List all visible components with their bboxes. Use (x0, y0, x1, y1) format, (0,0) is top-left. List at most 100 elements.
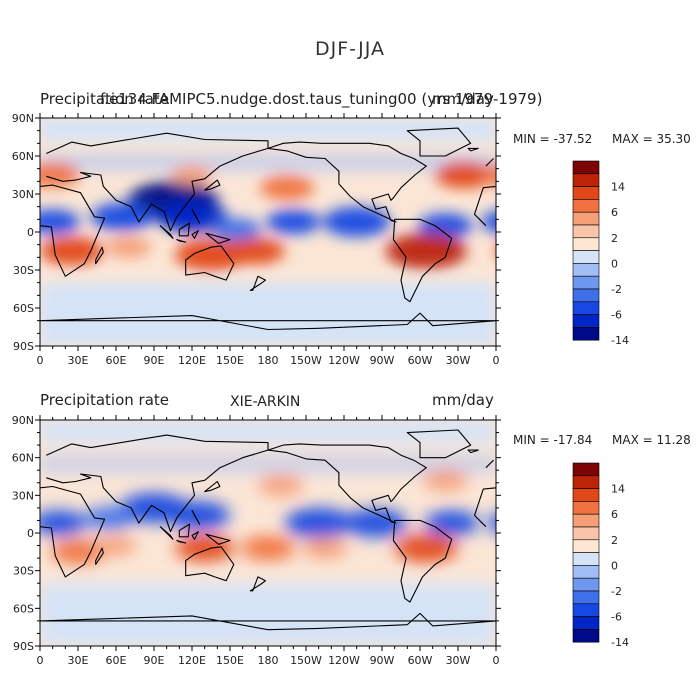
top-colorbar-swatch-10 (572, 288, 600, 303)
figure-title: DJF-JJA (315, 38, 385, 60)
bottom-xtick-label-10: 60W (408, 654, 433, 667)
bottom-anomaly-7 (50, 539, 106, 565)
top-xtick-label-1: 30E (68, 354, 89, 367)
bottom-anomaly-6 (424, 510, 479, 536)
top-colorbar: 14 6 2 0 -2 -6 -14 (572, 160, 629, 347)
top-land-outline-1-1 (46, 132, 269, 232)
bottom-land-outline-4 (392, 519, 453, 603)
top-anomaly-5 (266, 209, 321, 235)
top-island-outline-10 (467, 147, 479, 152)
top-colorbar-swatch-12 (572, 314, 600, 328)
bottom-anomaly-14 (95, 535, 137, 556)
top-land-outline-6 (40, 312, 496, 331)
top-xtick-label-11: 30W (446, 354, 471, 367)
top-anomaly-4 (322, 206, 391, 237)
top-colorbar-swatch-6 (572, 237, 600, 251)
bottom-colorbar-swatch-3 (572, 501, 600, 515)
bottom-island-outline-7 (249, 576, 267, 592)
bottom-colorbar-label-2: 2 (611, 534, 618, 547)
top-xtick-label-2: 60E (106, 354, 127, 367)
bottom-colorbar-swatch-5 (572, 526, 600, 541)
top-anomaly-15-wrap (481, 164, 496, 186)
bottom-colorbar-label-6: -14 (611, 636, 629, 649)
bottom-colorbar-swatch-4 (572, 513, 600, 528)
top-xtick-label-0: 0 (37, 354, 44, 367)
bottom-band-north-mid (40, 455, 496, 473)
top-anomaly-1 (156, 200, 228, 233)
top-xtick-label-3: 90E (144, 354, 165, 367)
top-colorbar-swatch-11 (572, 301, 600, 315)
bottom-xtick-label-6: 180 (258, 654, 279, 667)
top-xtick-label-5: 150E (216, 354, 244, 367)
bottom-island-outline-9-0 (485, 459, 494, 469)
top-colorbar-swatch-5 (572, 224, 600, 239)
bottom-land-outline-0-1 (473, 487, 496, 528)
bottom-anomaly-1 (166, 501, 230, 530)
bottom-island-outline-10 (467, 449, 479, 454)
top-land-outline-2 (185, 245, 235, 281)
bottom-xtick-label-5: 150E (216, 654, 244, 667)
bottom-island-outline-0 (159, 526, 174, 540)
bottom-land-outline-2 (185, 546, 235, 582)
bottom-coastlines (40, 429, 496, 631)
top-anomaly-13 (259, 175, 315, 201)
bottom-colorbar-swatch-8 (572, 565, 600, 579)
bottom-xtick-label-1: 30E (68, 654, 89, 667)
top-anomaly-15 (40, 162, 80, 188)
top-anomaly-14 (434, 161, 494, 189)
bottom-xtick-label-9: 90W (370, 654, 395, 667)
top-colorbar-label-2: 2 (611, 232, 618, 245)
bottom-colorbar-swatch-13 (572, 629, 600, 643)
bottom-island-outline-8 (95, 547, 104, 565)
top-colorbar-label-6: -14 (611, 334, 629, 347)
top-island-outline-1 (176, 239, 187, 243)
bottom-colorbar-label-1: 6 (611, 508, 618, 521)
top-center-title: f.e134.FAMIPC5.nudge.dost.taus_tuning00 … (100, 90, 543, 108)
bottom-xtick-label-4: 120E (178, 654, 206, 667)
bottom-colorbar-swatch-1 (572, 475, 600, 489)
bottom-island-outline-6 (191, 509, 201, 525)
top-colorbar-label-3: 0 (611, 257, 618, 270)
bottom-anomaly-10 (302, 537, 348, 559)
bottom-center-title: XIE-ARKIN (230, 394, 301, 410)
bottom-land-outline-1-1 (46, 434, 269, 533)
bottom-ytick-label-1: 60N (12, 452, 34, 465)
bottom-min-label: MIN = -17.84 (513, 433, 593, 447)
top-ytick-label-0: 90N (12, 112, 34, 125)
top-island-outline-6 (191, 208, 201, 224)
bottom-colorbar-swatch-9 (572, 577, 600, 592)
top-anomaly-11 (385, 233, 467, 269)
top-colorbar-swatch-8 (572, 263, 600, 277)
top-band-southern (40, 282, 496, 346)
bottom-max-label: MAX = 11.28 (612, 433, 691, 447)
top-coastlines (40, 127, 496, 331)
top-xtick-label-6: 180 (258, 354, 279, 367)
top-island-outline-7 (249, 275, 267, 291)
top-colorbar-swatch-9 (572, 275, 600, 290)
top-land-outline-4 (392, 218, 453, 303)
bottom-land-outline-3 (267, 443, 427, 524)
bottom-island-outline-4 (205, 533, 231, 545)
bottom-xtick-label-7: 150W (290, 654, 322, 667)
top-land-outline-0-1 (473, 185, 496, 227)
top-colorbar-label-5: -6 (611, 309, 622, 322)
bottom-anomaly-5 (344, 508, 408, 538)
top-colorbar-swatch-0 (572, 160, 600, 175)
top-island-outline-9-0 (485, 158, 494, 167)
top-anomaly-16 (171, 165, 213, 185)
top-colorbar-swatch-3 (572, 199, 600, 213)
bottom-ytick-label-6: 90S (13, 640, 34, 653)
bottom-colorbar: 14 6 2 0 -2 -6 -14 (572, 462, 629, 649)
top-anomaly-2 (90, 202, 154, 231)
bottom-ytick-label-0: 90N (12, 414, 34, 427)
bottom-xtick-label-8: 120W (328, 654, 360, 667)
top-ytick-label-5: 60S (13, 302, 34, 315)
bottom-island-outline-1 (176, 539, 187, 544)
bottom-ytick-label-3: 0 (27, 527, 34, 540)
top-xtick-label-9: 90W (370, 354, 395, 367)
bottom-land-outline-0-0 (40, 485, 106, 578)
top-land-outline-0-0 (40, 184, 106, 277)
top-anomaly-3-wrap (481, 210, 496, 233)
bottom-island-outline-5 (204, 480, 221, 493)
top-island-outline-0 (159, 225, 174, 239)
